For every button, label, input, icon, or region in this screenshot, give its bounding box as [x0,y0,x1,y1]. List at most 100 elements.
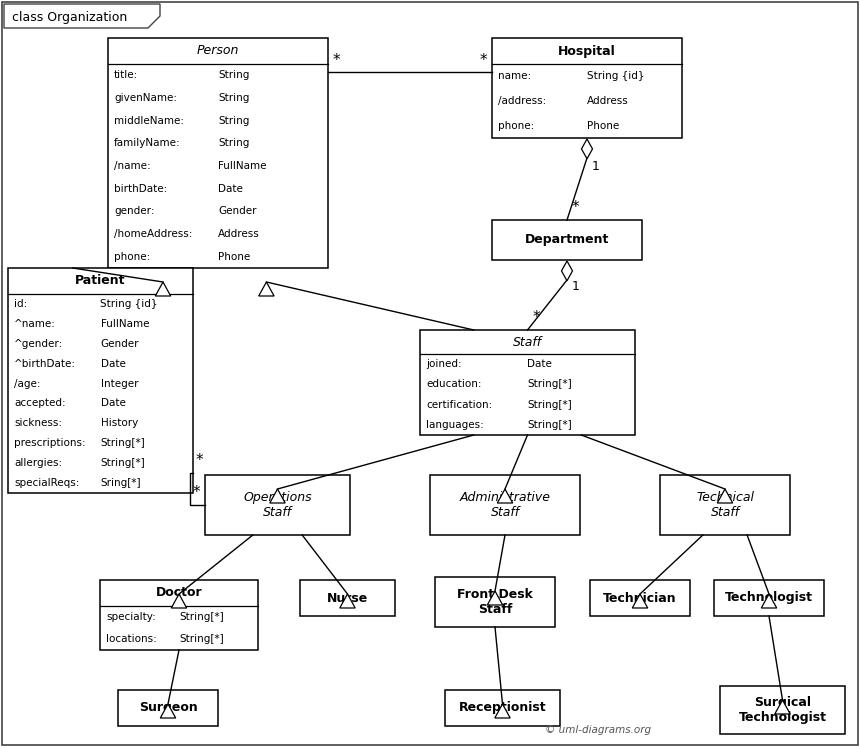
Bar [118,690,218,726]
Polygon shape [562,261,573,281]
Text: /address:: /address: [498,96,546,106]
Text: Hospital: Hospital [558,45,616,58]
Polygon shape [156,282,170,296]
Text: birthDate:: birthDate: [114,184,167,193]
Polygon shape [761,594,777,608]
Text: Surgeon: Surgeon [138,701,198,714]
Bar [714,580,824,616]
Polygon shape [775,700,790,714]
Polygon shape [259,282,274,296]
Text: String {id}: String {id} [101,299,158,309]
Text: Date: Date [218,184,243,193]
Text: class Organization: class Organization [12,11,127,25]
Text: name:: name: [498,71,531,81]
Text: Administrative
Staff: Administrative Staff [459,491,550,519]
Text: *: * [532,310,540,325]
Polygon shape [581,139,593,159]
Polygon shape [160,704,175,718]
Bar [205,475,350,535]
Text: © uml-diagrams.org: © uml-diagrams.org [545,725,651,735]
Text: Front Desk
Staff: Front Desk Staff [457,588,533,616]
Text: Gender: Gender [101,338,139,349]
Text: String: String [218,116,249,125]
Polygon shape [632,594,648,608]
Text: Address: Address [587,96,629,106]
Bar [492,220,642,260]
Text: Date: Date [101,359,126,369]
Text: History: History [101,418,138,428]
Text: Address: Address [218,229,260,239]
Text: Technician: Technician [603,592,677,604]
Text: Integer: Integer [101,379,138,388]
Text: /age:: /age: [14,379,40,388]
Text: String: String [218,138,249,149]
Text: 1: 1 [572,280,580,293]
Text: ^birthDate:: ^birthDate: [14,359,76,369]
Text: Department: Department [525,234,609,247]
Bar [492,38,682,138]
Text: Gender: Gender [218,206,256,217]
Text: Technical
Staff: Technical Staff [696,491,754,519]
Text: Receptionist: Receptionist [458,701,546,714]
Text: id:: id: [14,299,28,309]
Text: languages:: languages: [426,420,483,430]
Text: gender:: gender: [114,206,155,217]
Bar [445,690,560,726]
Text: joined:: joined: [426,359,462,369]
Text: String[*]: String[*] [527,420,572,430]
Text: String {id}: String {id} [587,71,644,81]
Text: Phone: Phone [587,121,619,131]
Text: *: * [193,485,200,500]
Polygon shape [494,704,510,718]
Text: sickness:: sickness: [14,418,62,428]
Text: Date: Date [527,359,552,369]
Text: /name:: /name: [114,161,150,171]
Text: String[*]: String[*] [101,438,145,448]
Text: Nurse: Nurse [327,592,368,604]
Polygon shape [171,594,187,608]
Text: phone:: phone: [114,252,150,261]
Text: certification:: certification: [426,400,492,409]
Text: Person: Person [197,45,239,58]
Text: ^gender:: ^gender: [14,338,64,349]
Text: Patient: Patient [76,274,126,288]
Polygon shape [488,591,503,605]
Text: FullName: FullName [101,319,149,329]
Text: *: * [196,453,204,468]
Text: Surgical
Technologist: Surgical Technologist [739,696,826,724]
Bar [108,38,328,268]
Text: specialReqs:: specialReqs: [14,478,79,488]
Text: *: * [333,53,341,68]
Polygon shape [497,489,513,503]
Text: Technologist: Technologist [725,592,813,604]
Text: prescriptions:: prescriptions: [14,438,86,448]
Text: Date: Date [101,398,126,409]
Bar [100,580,258,650]
Text: Phone: Phone [218,252,250,261]
Text: String[*]: String[*] [527,379,572,389]
Text: *: * [572,200,580,215]
Text: Doctor: Doctor [156,586,202,600]
Text: *: * [479,53,487,68]
Text: String[*]: String[*] [527,400,572,409]
Text: String[*]: String[*] [101,458,145,468]
Bar [300,580,395,616]
Bar [720,686,845,734]
Text: ^name:: ^name: [14,319,56,329]
Text: givenName:: givenName: [114,93,177,103]
Text: specialty:: specialty: [106,612,156,622]
Bar [590,580,690,616]
Text: familyName:: familyName: [114,138,181,149]
Polygon shape [717,489,733,503]
Text: Operations
Staff: Operations Staff [243,491,312,519]
Polygon shape [270,489,286,503]
Text: allergies:: allergies: [14,458,62,468]
Text: String[*]: String[*] [179,634,224,644]
Text: title:: title: [114,70,138,81]
Text: Staff: Staff [513,335,542,349]
Polygon shape [4,4,160,28]
Bar [660,475,790,535]
Text: phone:: phone: [498,121,534,131]
Text: 1: 1 [592,160,600,173]
Text: String[*]: String[*] [179,612,224,622]
